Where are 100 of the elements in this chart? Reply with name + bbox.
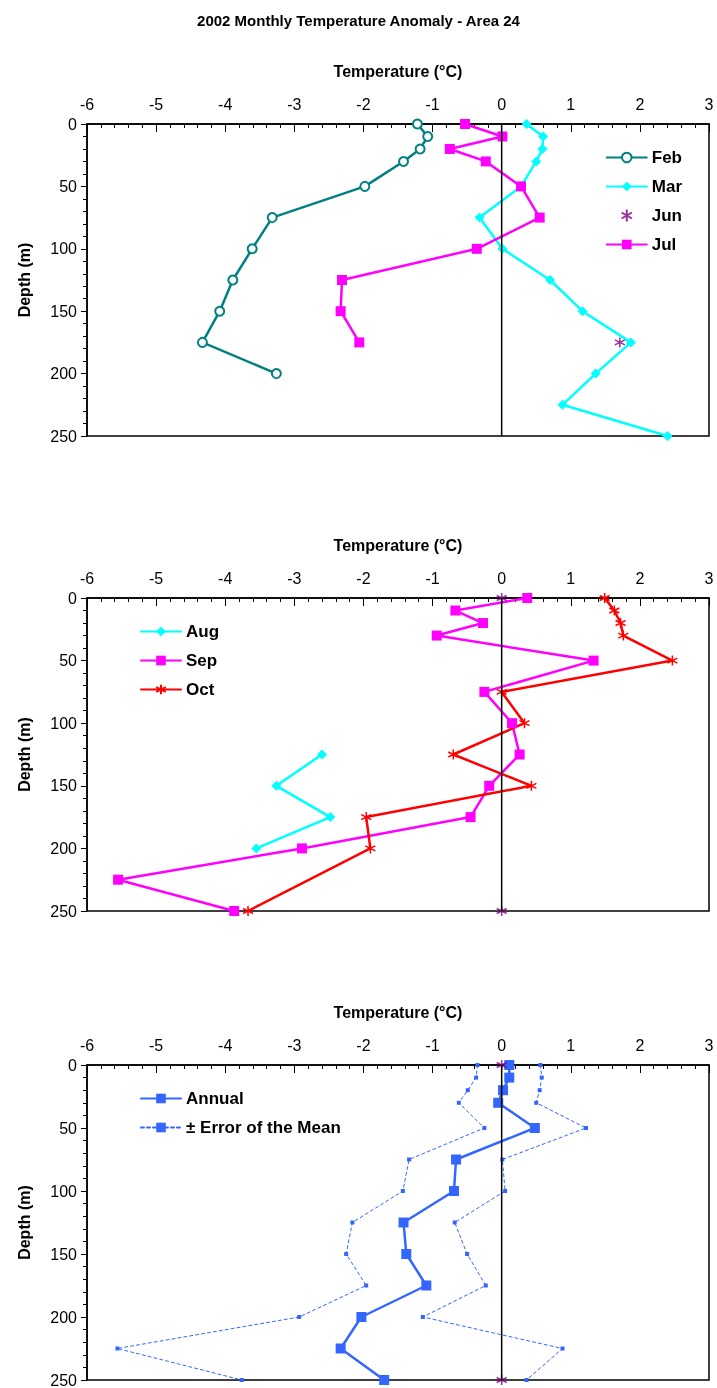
x-tick-label: 0 — [497, 95, 507, 113]
point — [239, 1378, 244, 1382]
point — [229, 906, 240, 916]
x-tick-label: 3 — [704, 569, 714, 587]
y-tick-label: 250 — [50, 902, 78, 920]
point — [337, 275, 348, 285]
point — [588, 655, 599, 666]
point — [420, 1315, 425, 1319]
point — [479, 686, 490, 697]
point — [538, 1063, 543, 1067]
y-tick-label: 0 — [68, 115, 78, 133]
point — [529, 1123, 540, 1133]
x-tick-label: -6 — [79, 95, 95, 113]
point — [475, 1063, 480, 1067]
legend-label: Annual — [186, 1089, 244, 1108]
point — [525, 780, 538, 792]
point — [360, 811, 372, 823]
x-axis-title: Temperature (°C) — [333, 536, 463, 554]
x-tick-label: -6 — [79, 569, 95, 587]
y-tick-label: 100 — [50, 714, 78, 732]
x-tick-label: 2 — [635, 569, 645, 587]
point — [196, 336, 208, 348]
point — [401, 1249, 412, 1259]
point — [531, 156, 542, 167]
point — [482, 1126, 487, 1130]
point — [538, 131, 549, 142]
point — [498, 1085, 509, 1096]
x-tick-label: 0 — [497, 1036, 507, 1054]
point — [583, 1126, 588, 1130]
point — [251, 843, 262, 854]
point — [545, 275, 556, 285]
point — [495, 592, 508, 604]
point — [598, 592, 611, 604]
point — [474, 212, 485, 223]
point — [266, 212, 278, 224]
point — [356, 1312, 367, 1322]
legend-label: Mar — [651, 177, 683, 196]
point — [478, 618, 489, 629]
point — [460, 119, 471, 129]
x-tick-label: -1 — [425, 95, 440, 113]
x-tick-label: 1 — [566, 569, 576, 587]
point — [474, 1075, 479, 1080]
point — [398, 155, 410, 167]
point — [325, 812, 336, 823]
point — [495, 686, 508, 698]
x-tick-label: -6 — [79, 1036, 95, 1054]
point — [495, 1374, 508, 1386]
y-axis-title: Depth (m) — [15, 242, 33, 318]
point — [364, 1283, 369, 1288]
y-tick-label: 250 — [50, 427, 78, 445]
x-tick-label: -5 — [148, 569, 164, 587]
x-tick-label: 1 — [566, 95, 576, 113]
x-tick-label: -2 — [356, 95, 371, 113]
point — [504, 1060, 515, 1070]
point — [431, 630, 442, 641]
legend-label: Aug — [186, 622, 220, 641]
point — [608, 604, 621, 617]
point — [113, 874, 124, 885]
legend-label: Oct — [186, 680, 215, 699]
point — [444, 143, 455, 154]
point — [350, 1220, 355, 1225]
point — [662, 431, 673, 441]
point — [614, 617, 627, 629]
point — [495, 1059, 508, 1071]
point — [557, 399, 568, 410]
point — [270, 368, 282, 380]
point — [407, 1157, 412, 1162]
x-tick-label: -3 — [287, 569, 302, 587]
x-tick-label: 0 — [497, 569, 507, 587]
point — [422, 130, 434, 142]
point — [451, 1154, 462, 1165]
legend-label: Sep — [186, 651, 218, 670]
point — [448, 1186, 459, 1196]
point — [414, 143, 426, 155]
y-tick-label: 150 — [50, 302, 78, 320]
point — [503, 1189, 508, 1193]
point — [471, 243, 482, 254]
point — [666, 654, 679, 667]
point — [242, 905, 254, 917]
point — [214, 305, 226, 317]
point — [483, 1283, 488, 1288]
point — [379, 1375, 390, 1385]
x-tick-label: -4 — [218, 569, 233, 587]
point — [452, 1220, 457, 1225]
x-tick-label: -3 — [287, 95, 302, 113]
point — [522, 593, 533, 603]
y-tick-label: 200 — [50, 839, 78, 857]
point — [246, 243, 258, 255]
point — [354, 337, 365, 348]
point — [296, 843, 307, 854]
point — [364, 842, 377, 855]
x-tick-label: -3 — [287, 1036, 302, 1054]
point — [335, 306, 346, 317]
point — [271, 780, 282, 791]
chart-title: 2002 Monthly Temperature Anomaly - Area 24 — [197, 12, 521, 29]
x-tick-label: -5 — [148, 1036, 164, 1054]
legend-label: ± Error of the Mean — [186, 1118, 341, 1137]
point — [590, 368, 601, 379]
point — [297, 1315, 302, 1319]
point — [450, 605, 461, 616]
